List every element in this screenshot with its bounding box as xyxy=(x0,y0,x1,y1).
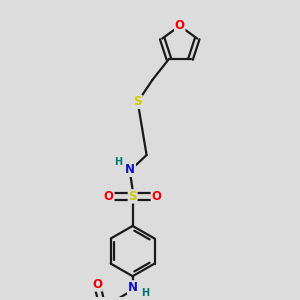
Text: N: N xyxy=(128,281,138,294)
Text: H: H xyxy=(114,157,122,166)
Text: N: N xyxy=(125,163,135,176)
Text: S: S xyxy=(134,95,142,108)
Text: S: S xyxy=(128,190,137,203)
Text: O: O xyxy=(92,278,102,291)
Text: H: H xyxy=(141,288,149,298)
Text: O: O xyxy=(152,190,161,203)
Text: O: O xyxy=(175,20,185,32)
Text: O: O xyxy=(104,190,114,203)
